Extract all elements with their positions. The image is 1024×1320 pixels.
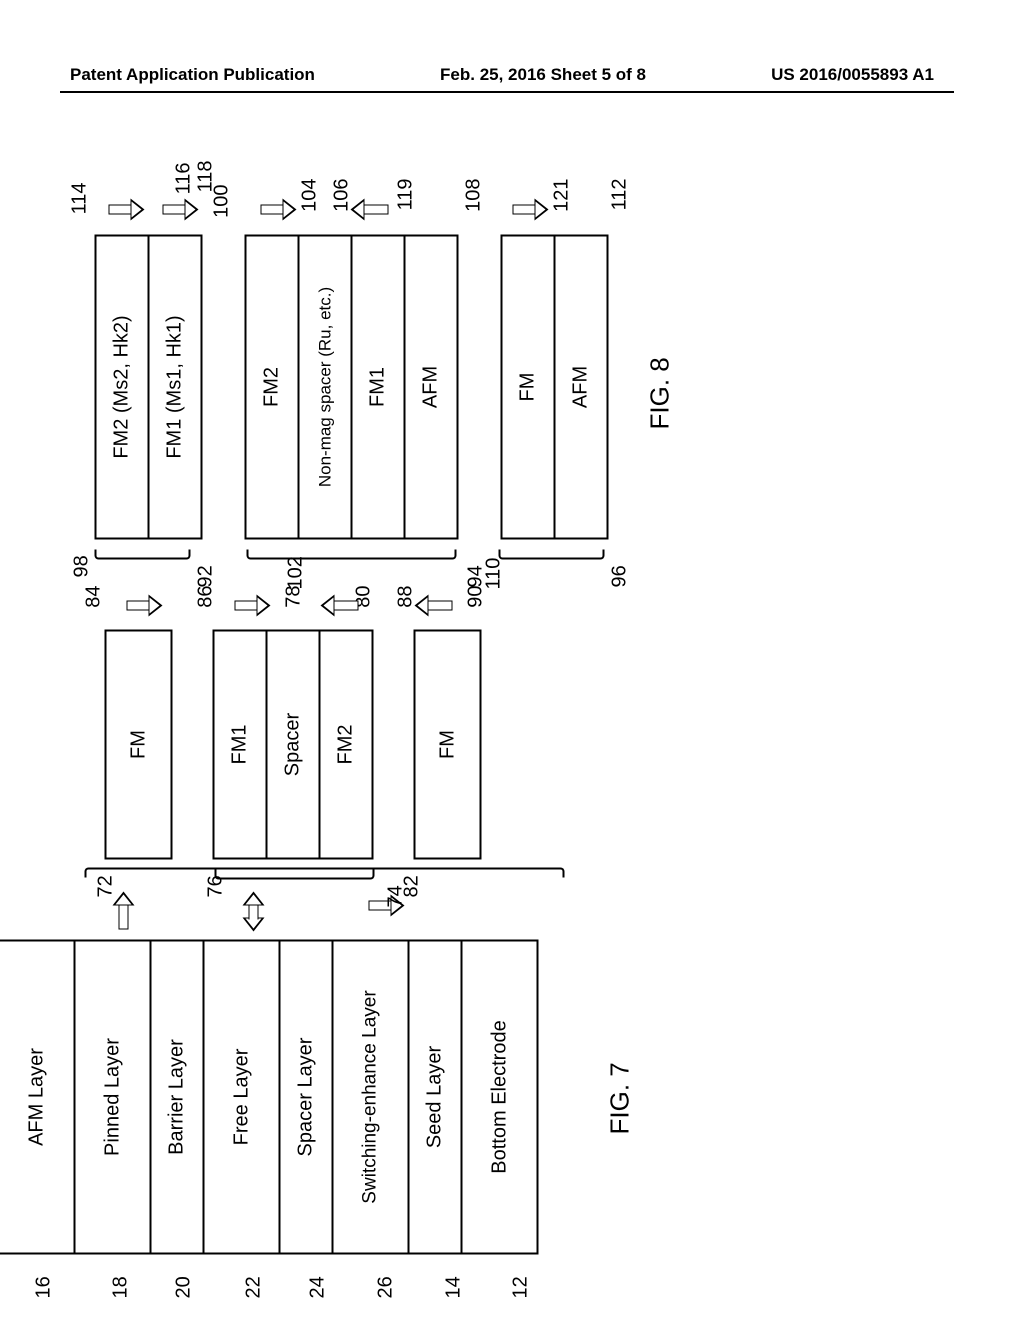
fig8-caption: FIG. 8 [645, 357, 676, 429]
block74-fm2: FM2 [319, 630, 374, 860]
g92-fm2: FM2 (Ms2, Hk2) [95, 235, 150, 540]
ref-102: 102 [285, 556, 308, 589]
ref-12: 12 [510, 1276, 533, 1298]
ref-100: 100 [211, 185, 234, 218]
ref-116: 116 [173, 163, 196, 195]
fig7-main-stack: 30 28 Cap layer 16 AFM Layer 18 Pinned L… [0, 940, 825, 1255]
ref-108: 108 [463, 179, 486, 212]
ref-86: 86 [195, 586, 218, 608]
ref-26: 26 [375, 1276, 398, 1298]
g92-fm1: FM1 (Ms1, Hk1) [148, 235, 203, 540]
arrow-86 [223, 595, 271, 617]
arrow-119 [353, 199, 401, 221]
page-header: Patent Application Publication Feb. 25, … [0, 65, 1024, 85]
ref-84: 84 [83, 586, 106, 608]
brace-96 [499, 550, 605, 560]
ref-20: 20 [173, 1276, 196, 1298]
ref-18: 18 [110, 1276, 133, 1298]
layer-free: Free Layer [203, 940, 281, 1255]
layer-spacer: Spacer Layer [279, 940, 334, 1255]
header-center: Feb. 25, 2016 Sheet 5 of 8 [440, 65, 646, 85]
fig7-detail-column: 72 FM 84 76 74 FM1 Spacer FM2 86 78 80 8… [105, 630, 825, 860]
ref-92: 92 [195, 565, 218, 587]
ref-104: 104 [299, 179, 322, 212]
layer-seed: Seed Layer [408, 940, 463, 1255]
arrow-121 [501, 199, 549, 221]
fig8-column: 92 98 FM2 (Ms2, Hk2) FM1 (Ms1, Hk1) 114 … [95, 235, 825, 540]
ref-121: 121 [551, 179, 574, 212]
layer-switching: Switching-enhance Layer [332, 940, 410, 1255]
header-right: US 2016/0055893 A1 [771, 65, 934, 85]
ref-22: 22 [243, 1276, 266, 1298]
arrow-90 [417, 595, 465, 617]
brace-74 [215, 870, 375, 880]
block82-fm: FM [414, 630, 482, 860]
ref-72: 72 [95, 875, 118, 897]
header-left: Patent Application Publication [70, 65, 315, 85]
arrow-g94-top [249, 199, 297, 221]
ref-96: 96 [609, 565, 632, 587]
g96-afm: AFM [554, 235, 609, 540]
ref-82: 82 [401, 875, 424, 897]
brace-92 [95, 550, 191, 560]
block72-fm: FM [105, 630, 173, 860]
ref-110: 110 [483, 558, 506, 590]
ref-114: 114 [69, 183, 92, 215]
ref-16: 16 [33, 1276, 56, 1298]
g94-fm1: FM1 [351, 235, 406, 540]
brace-94 [247, 550, 457, 560]
arrow-114 [97, 199, 145, 221]
block74-fm1: FM1 [213, 630, 268, 860]
arrow-116 [151, 199, 199, 221]
ref-24: 24 [307, 1276, 330, 1298]
layer-bottom-electrode: Bottom Electrode [461, 940, 539, 1255]
free-dir-arrow [243, 890, 265, 930]
g94-spacer: Non-mag spacer (Ru, etc.) [298, 235, 353, 540]
ref-14: 14 [443, 1276, 466, 1298]
ref-98: 98 [71, 555, 94, 577]
layer-afm: AFM Layer [0, 940, 76, 1255]
g94-fm2: FM2 [245, 235, 300, 540]
g96-fm: FM [501, 235, 556, 540]
layer-barrier: Barrier Layer [150, 940, 205, 1255]
arrow-88-up [323, 595, 371, 617]
fig7-caption: FIG. 7 [605, 1062, 636, 1134]
block74-spacer: Spacer [266, 630, 321, 860]
ref-119: 119 [395, 179, 418, 211]
layer-pinned: Pinned Layer [74, 940, 152, 1255]
header-rule [60, 91, 954, 93]
g94-afm: AFM [404, 235, 459, 540]
arrow-84 [115, 595, 163, 617]
ref-112: 112 [609, 179, 632, 211]
figure-canvas: 30 28 Cap layer 16 AFM Layer 18 Pinned L… [0, 256, 1024, 1135]
